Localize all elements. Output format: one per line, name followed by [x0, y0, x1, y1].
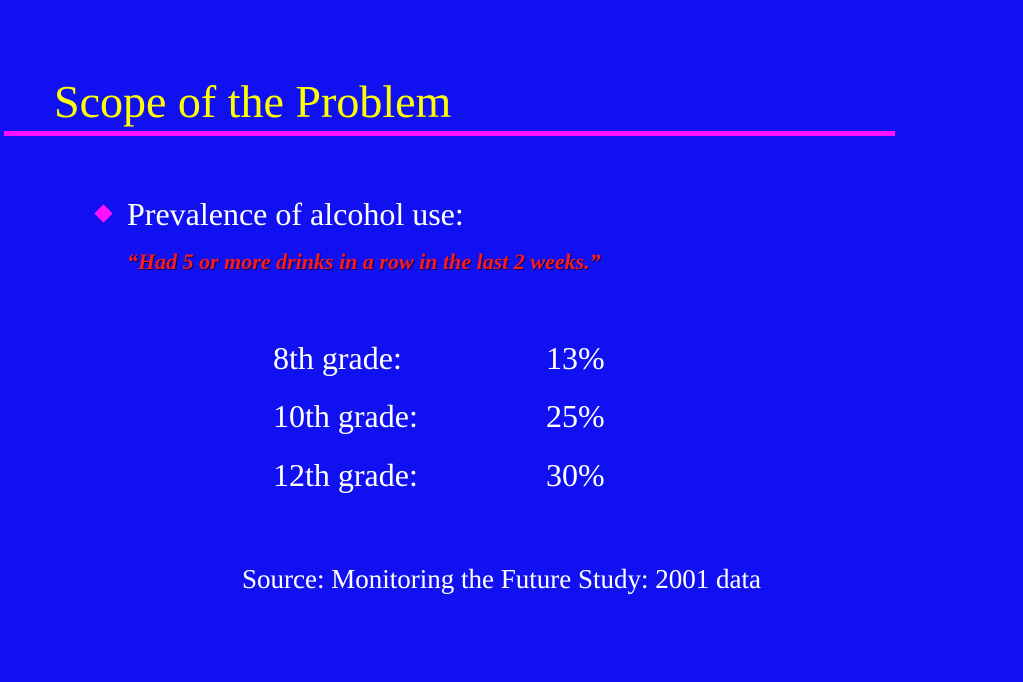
grade-label: 8th grade:	[273, 340, 402, 376]
diamond-bullet-icon	[94, 204, 113, 223]
quote-text: “Had 5 or more drinks in a row in the la…	[127, 249, 601, 274]
grade-percent: 25%	[546, 398, 605, 434]
grade-label: 10th grade:	[273, 398, 418, 434]
title-divider	[4, 131, 895, 136]
source-citation: Source: Monitoring the Future Study: 200…	[242, 564, 761, 594]
grade-percent: 30%	[546, 457, 605, 493]
grade-label: 12th grade:	[273, 457, 418, 493]
bullet-text: Prevalence of alcohol use:	[127, 196, 464, 232]
grade-percent: 13%	[546, 340, 605, 376]
slide-title: Scope of the Problem	[54, 76, 452, 127]
